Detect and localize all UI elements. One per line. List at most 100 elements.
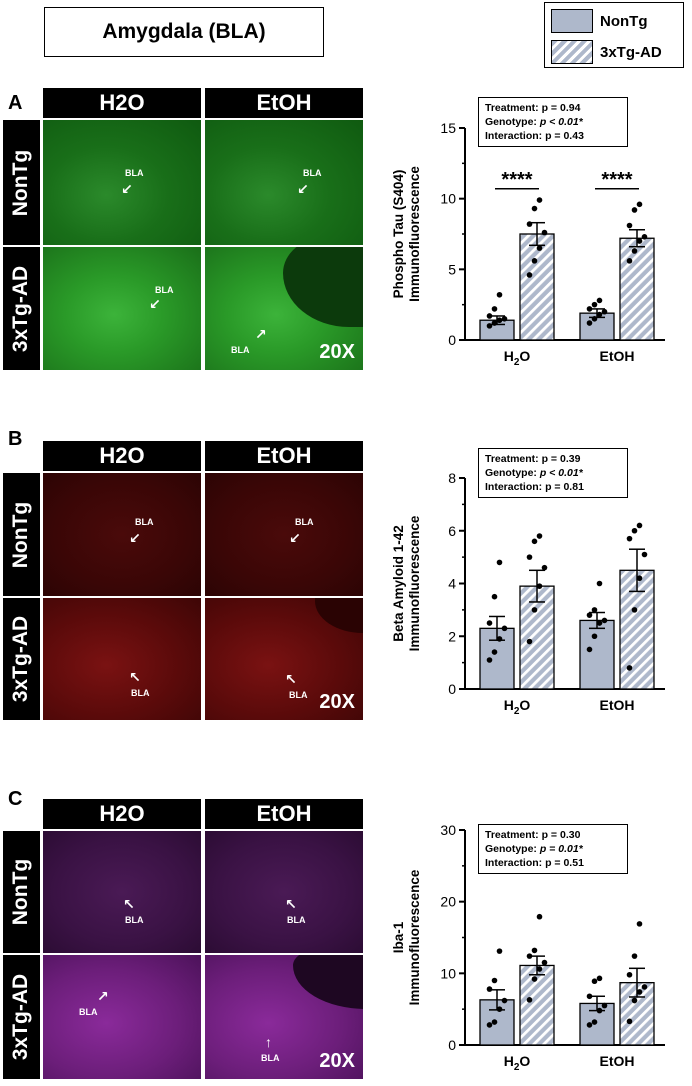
data-point — [531, 976, 538, 982]
data-point — [591, 301, 598, 308]
y-tick-label: 0 — [448, 681, 456, 697]
micrograph-b-etoh-nontg: BLA ↙ — [205, 473, 363, 596]
arrow-icon: ↙ — [149, 296, 161, 312]
data-point — [636, 201, 643, 208]
data-point — [591, 978, 598, 985]
stats-interaction: Interaction: p = 0.51 — [485, 857, 584, 869]
arrow-icon: ↙ — [129, 530, 141, 546]
stats-genotype-label: Genotype: — [485, 116, 540, 128]
legend: NonTg 3xTg-AD — [544, 2, 684, 68]
y-tick-label: 0 — [448, 1037, 456, 1053]
stats-treatment: Treatment: p = 0.30 — [485, 829, 581, 841]
data-point — [596, 311, 603, 318]
magnification-label: 20X — [319, 691, 355, 713]
data-point — [626, 535, 633, 542]
data-point — [496, 317, 503, 324]
bla-label: BLA — [261, 1053, 280, 1063]
micrograph-c-h2o-3xtg: ↗ BLA — [43, 955, 201, 1079]
y-tick-label: 20 — [440, 894, 456, 910]
arrow-icon: ↙ — [121, 181, 133, 197]
micrograph-b-etoh-3xtg: ↖ BLA 20X — [205, 598, 363, 720]
data-point — [486, 657, 493, 663]
arrow-icon: ↙ — [297, 181, 309, 197]
micrograph-c-h2o-nontg: ↖ BLA — [43, 831, 201, 953]
row-label-3xtg-a: 3xTg-AD — [9, 265, 33, 352]
data-point — [501, 316, 508, 322]
data-point — [626, 258, 633, 264]
data-point — [536, 197, 543, 203]
data-point — [536, 966, 543, 972]
arrow-icon: ↖ — [285, 671, 297, 687]
stats-genotype-value: p < 0.01* — [539, 116, 583, 128]
arrow-icon: ↖ — [285, 896, 297, 912]
bla-label: BLA — [287, 915, 306, 925]
data-point — [491, 977, 498, 984]
bla-label: BLA — [79, 1007, 98, 1017]
data-point — [586, 612, 593, 618]
micrograph-c-etoh-3xtg: ↑ BLA 20X — [205, 955, 363, 1079]
data-point — [586, 1022, 593, 1028]
y-tick-label: 30 — [440, 822, 456, 838]
legend-item-3xtg: 3xTg-AD — [551, 39, 662, 65]
micrograph-a-etoh-nontg: BLA ↙ — [205, 120, 363, 245]
y-axis-label: Immunofluorescence — [407, 515, 422, 651]
chart-beta-amyloid: 0 2 4 6 8 Beta Amyloid 1-42 Immunofluorescence… — [391, 470, 665, 717]
row-head-nontg-c: NonTg — [3, 831, 40, 953]
data-point — [526, 953, 533, 959]
arrow-icon: ↗ — [97, 988, 109, 1004]
data-point — [536, 583, 543, 589]
data-point — [496, 636, 503, 642]
micrograph-b-h2o-3xtg: ↖ BLA — [43, 598, 201, 720]
data-point — [601, 1002, 608, 1009]
data-point — [496, 559, 503, 566]
col-head-h2o-c: H2O — [43, 799, 201, 829]
x-tick-label: H2O — [504, 1053, 531, 1073]
data-point — [491, 593, 498, 600]
data-point — [631, 607, 638, 613]
panel-letter-a: A — [8, 92, 23, 114]
significance-label: **** — [501, 169, 532, 191]
data-point — [636, 989, 643, 995]
stats-genotype-label: Genotype: — [485, 843, 540, 855]
stats-genotype: Genotype: p < 0.01* — [485, 466, 621, 480]
data-point — [596, 975, 603, 982]
micrograph-a-h2o-nontg: BLA ↙ — [43, 120, 201, 245]
y-tick-label: 6 — [448, 523, 456, 539]
y-tick-label: 0 — [448, 332, 456, 348]
stats-interaction: Interaction: p = 0.81 — [485, 481, 584, 493]
tissue-dark-region — [293, 955, 363, 1009]
data-point — [591, 316, 598, 322]
data-point — [486, 313, 493, 319]
bar-nontg-etoh — [579, 619, 615, 690]
y-axis-label: Immunofluorescence — [407, 869, 422, 1005]
significance-label: **** — [601, 169, 632, 191]
row-label-nontg-c: NonTg — [9, 858, 33, 926]
panel-letter-b: B — [8, 428, 23, 450]
tissue-dark-region — [283, 247, 363, 327]
data-point — [596, 297, 603, 304]
legend-label-nontg: NonTg — [600, 12, 648, 30]
y-axis-label: Immunofluorescence — [407, 166, 422, 302]
data-point — [636, 575, 643, 582]
data-point — [531, 205, 538, 212]
data-point — [491, 649, 498, 655]
bla-label: BLA — [125, 915, 144, 925]
stats-genotype-value: p = 0.01* — [539, 843, 583, 855]
data-point — [541, 564, 548, 571]
stats-box-a: Treatment: p = 0.94 Genotype: p < 0.01* … — [478, 97, 628, 147]
data-point — [636, 522, 643, 529]
micrograph-a-h2o-3xtg: BLA ↙ — [43, 247, 201, 370]
x-tick-label: EtOH — [600, 697, 635, 713]
row-head-nontg-b: NonTg — [3, 473, 40, 596]
row-label-nontg-a: NonTg — [9, 149, 33, 216]
data-point — [626, 1018, 633, 1025]
legend-label-3xtg: 3xTg-AD — [600, 43, 662, 61]
data-point — [631, 527, 638, 534]
data-point — [486, 1022, 493, 1028]
data-point — [531, 607, 538, 613]
data-point — [601, 617, 608, 624]
data-point — [531, 947, 538, 954]
data-point — [636, 238, 643, 244]
y-tick-label: 15 — [440, 120, 456, 136]
data-point — [531, 538, 538, 545]
